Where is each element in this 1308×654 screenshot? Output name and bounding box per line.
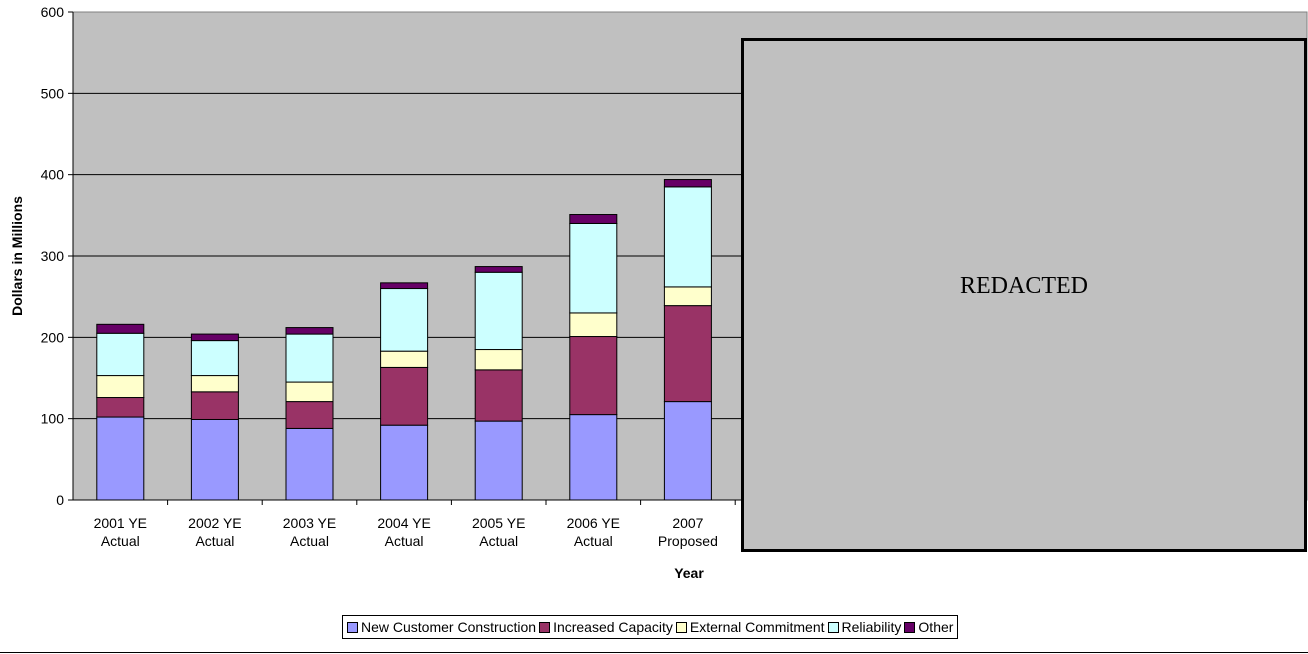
- bar-segment: [380, 282, 429, 290]
- bar-segment: [96, 323, 145, 334]
- bar-segment: [190, 418, 239, 501]
- x-tick-label: 2002 YE: [188, 515, 241, 531]
- legend-item: Reliability: [827, 619, 902, 635]
- bar-segment: [285, 327, 334, 335]
- y-axis-title: Dollars in Millions: [9, 196, 25, 316]
- legend-label: External Commitment: [689, 619, 825, 635]
- y-tick-label: 600: [41, 4, 65, 20]
- x-tick-label: 2003 YE: [283, 515, 336, 531]
- x-tick-label: Actual: [385, 533, 424, 549]
- y-tick-label: 400: [41, 167, 65, 183]
- y-tick-label: 100: [41, 411, 65, 427]
- bar-segment: [474, 420, 523, 501]
- bar-segment: [96, 416, 145, 501]
- legend: New Customer Construction Increased Capac…: [342, 615, 959, 639]
- legend-label: Reliability: [841, 619, 902, 635]
- bar-segment: [663, 401, 712, 501]
- bar-segment: [285, 427, 334, 501]
- bar-segment: [190, 340, 239, 377]
- bar-segment: [380, 424, 429, 501]
- bar-segment: [569, 214, 618, 224]
- legend-label: Other: [918, 619, 954, 635]
- x-tick-label: Actual: [574, 533, 613, 549]
- bar-segment: [285, 333, 334, 383]
- bar-segment: [190, 375, 239, 393]
- bar-segment: [285, 381, 334, 403]
- bar-segment: [380, 350, 429, 368]
- x-tick-label: Actual: [101, 533, 140, 549]
- bars: [96, 179, 712, 501]
- bar-segment: [474, 266, 523, 273]
- bar-segment: [380, 288, 429, 352]
- bar-segment: [569, 222, 618, 314]
- x-tick-label: 2005 YE: [472, 515, 525, 531]
- bar-segment: [190, 391, 239, 420]
- bar-segment: [474, 271, 523, 351]
- legend-swatch: [827, 621, 839, 633]
- bar-segment: [96, 397, 145, 418]
- legend-label: New Customer Construction: [361, 619, 537, 635]
- redaction-label: REDACTED: [960, 273, 1088, 299]
- bar-segment: [569, 414, 618, 501]
- legend-item: Increased Capacity: [539, 619, 673, 635]
- x-tick-label: Actual: [290, 533, 329, 549]
- y-axis: 0 100 200 300 400 500 600: [41, 4, 74, 508]
- x-tick-label: 2004 YE: [377, 515, 430, 531]
- bar-segment: [285, 401, 334, 429]
- bar-segment: [569, 312, 618, 338]
- x-axis: 2001 YE Actual 2002 YE Actual 2003 YE Actual 2…: [73, 499, 1307, 549]
- y-tick-label: 300: [41, 248, 65, 264]
- legend-swatch: [539, 621, 551, 633]
- bar-segment: [380, 366, 429, 426]
- x-tick-label: Proposed: [658, 533, 718, 549]
- y-tick-label: 500: [41, 85, 65, 101]
- legend-item: External Commitment: [675, 619, 825, 635]
- x-tick-label: 2006 YE: [567, 515, 620, 531]
- bar-segment: [569, 336, 618, 416]
- redaction-box: REDACTED: [741, 38, 1307, 552]
- x-tick-label: Actual: [195, 533, 234, 549]
- bar-segment: [663, 286, 712, 307]
- bar-segment: [474, 349, 523, 371]
- bar-segment: [474, 369, 523, 422]
- bar-segment: [96, 332, 145, 377]
- bar-segment: [96, 375, 145, 399]
- bottom-rule: [0, 652, 1308, 653]
- x-axis-title: Year: [674, 565, 704, 581]
- bar-segment: [663, 186, 712, 288]
- legend-item: New Customer Construction: [347, 619, 536, 635]
- x-tick-label: Actual: [479, 533, 518, 549]
- x-tick-label: 2007: [672, 515, 703, 531]
- x-tick-label: 2001 YE: [94, 515, 147, 531]
- legend-swatch: [675, 621, 687, 633]
- y-tick-label: 0: [56, 492, 64, 508]
- legend-label: Increased Capacity: [553, 619, 673, 635]
- legend-swatch: [347, 621, 358, 633]
- bar-segment: [663, 305, 712, 403]
- legend-swatch: [904, 621, 916, 633]
- bar-segment: [190, 333, 239, 342]
- legend-item: Other: [904, 619, 953, 635]
- y-tick-label: 200: [41, 329, 65, 345]
- bar-segment: [663, 179, 712, 188]
